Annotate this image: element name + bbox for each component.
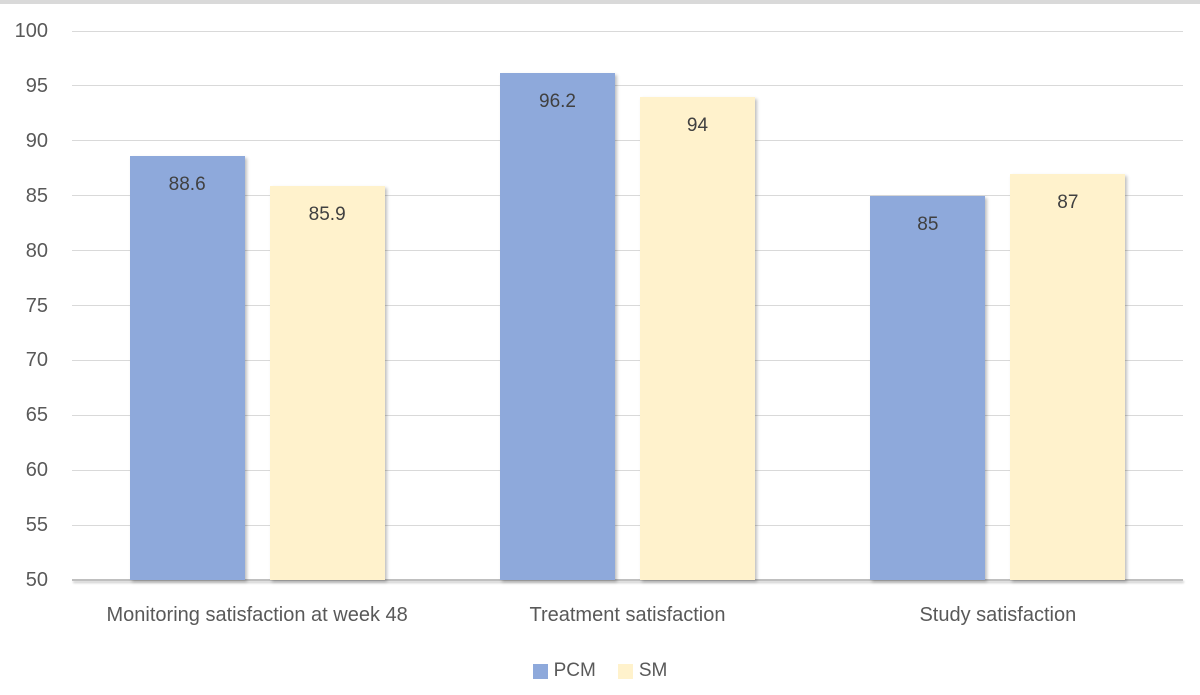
y-gridline	[72, 195, 1183, 197]
data-label: 94	[686, 114, 709, 136]
y-gridline	[72, 414, 1183, 416]
data-label: 96.2	[539, 90, 576, 112]
legend-swatch-icon	[532, 663, 548, 679]
y-axis-tick-label: 70	[25, 349, 48, 372]
y-gridline	[72, 140, 1183, 142]
y-axis-tick-label: 100	[14, 20, 48, 42]
legend-label: PCM	[553, 660, 596, 681]
y-axis-tick-label: 50	[25, 569, 48, 591]
data-label: 87	[1057, 191, 1079, 213]
y-gridline	[72, 85, 1183, 87]
figure-top-border	[0, 0, 1200, 4]
y-gridline	[72, 305, 1183, 306]
y-axis-tick-label: 75	[25, 294, 48, 317]
data-label: 85	[917, 213, 939, 235]
x-axis-category-label: Treatment satisfaction	[529, 604, 726, 626]
legend-item-pcm: PCM	[532, 660, 596, 682]
y-axis-tick-label: 95	[25, 74, 48, 97]
x-axis-category-label: Monitoring satisfaction at week 48	[106, 604, 408, 626]
y-axis-tick-label: 90	[25, 129, 48, 152]
y-gridline	[72, 469, 1183, 471]
y-gridline	[72, 359, 1183, 361]
legend-label: SM	[638, 660, 668, 681]
data-label: 88.6	[168, 174, 206, 196]
x-axis-line	[72, 579, 1183, 581]
y-axis-tick-label: 65	[25, 404, 48, 427]
y-axis-tick-label: 55	[25, 514, 48, 537]
legend-item-sm: SM	[617, 660, 668, 682]
y-axis-tick-label: 85	[25, 184, 48, 207]
legend-swatch-icon	[617, 663, 633, 679]
bar-sm-2: 94	[640, 96, 755, 580]
y-axis-tick-label: 60	[25, 459, 48, 482]
chart-legend: PCM SM	[0, 659, 1200, 683]
bar-pcm-2: 96.2	[500, 72, 615, 580]
y-gridline	[72, 30, 1183, 32]
y-gridline	[72, 250, 1183, 252]
bar-pcm-3: 85	[870, 195, 986, 580]
y-axis-tick-label: 80	[25, 239, 48, 262]
y-gridline	[72, 524, 1183, 526]
bar-sm-3: 87	[1010, 173, 1126, 580]
data-label: 85.9	[308, 203, 346, 225]
x-axis-category-label: Study satisfaction	[919, 604, 1077, 626]
bar-sm-1: 85.9	[269, 185, 385, 580]
bar-pcm-1: 88.6	[129, 156, 245, 580]
